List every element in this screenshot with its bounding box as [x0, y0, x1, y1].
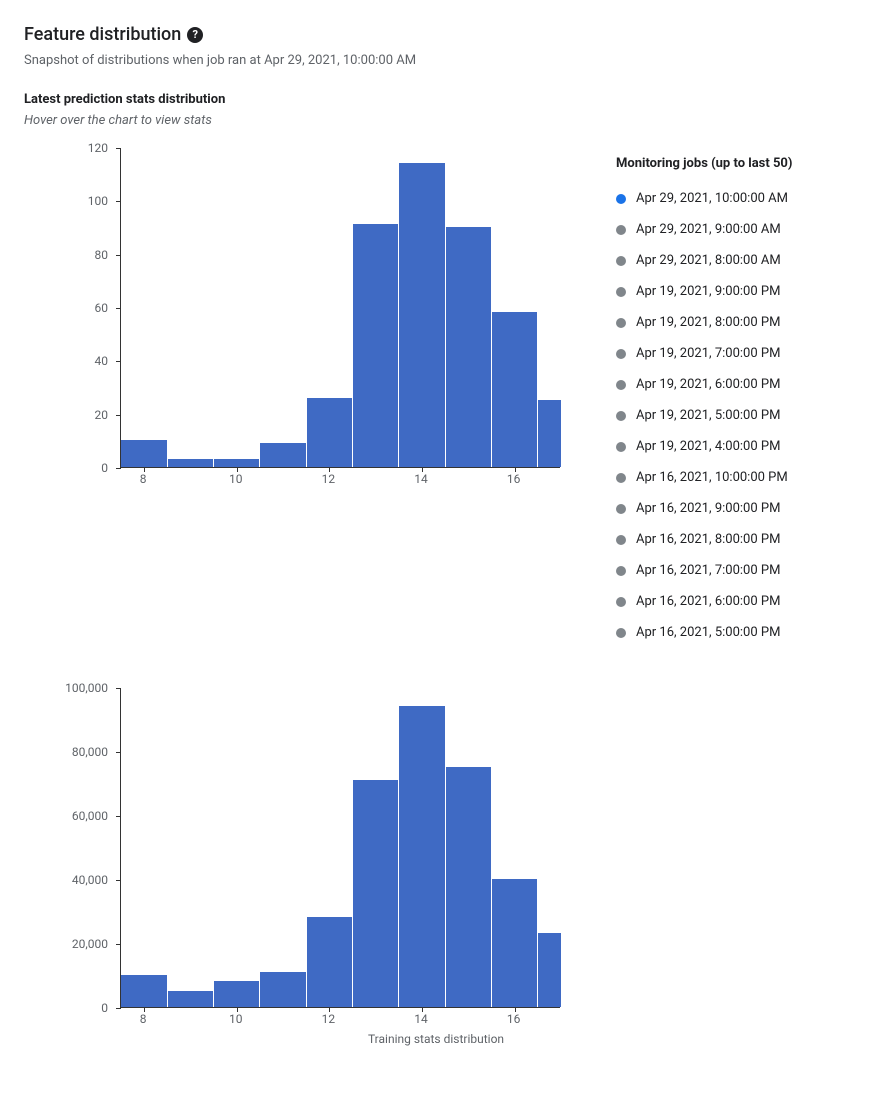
training-stats-chart[interactable]: 020,00040,00060,00080,000100,000 8101214… — [24, 688, 584, 1046]
help-icon[interactable]: ? — [187, 27, 203, 43]
job-timestamp: Apr 16, 2021, 8:00:00 PM — [636, 532, 780, 547]
monitoring-job-item[interactable]: Apr 16, 2021, 6:00:00 PM — [616, 586, 872, 617]
histogram-bar[interactable] — [446, 227, 491, 467]
snapshot-subtitle: Snapshot of distributions when job ran a… — [24, 53, 872, 68]
x-tick-label: 12 — [322, 1012, 336, 1026]
status-dot-icon — [616, 628, 626, 638]
job-timestamp: Apr 16, 2021, 7:00:00 PM — [636, 563, 780, 578]
histogram-bar[interactable] — [121, 975, 166, 1007]
monitoring-job-item[interactable]: Apr 16, 2021, 8:00:00 PM — [616, 524, 872, 555]
x-tick-label: 14 — [414, 472, 428, 486]
y-tick-label: 20,000 — [72, 937, 108, 951]
monitoring-job-item[interactable]: Apr 19, 2021, 7:00:00 PM — [616, 338, 872, 369]
status-dot-icon — [616, 318, 626, 328]
y-tick-label: 0 — [101, 461, 108, 475]
job-timestamp: Apr 29, 2021, 8:00:00 AM — [636, 253, 781, 268]
y-tick-label: 100 — [88, 194, 108, 208]
x-tick-label: 8 — [140, 472, 147, 486]
job-timestamp: Apr 29, 2021, 9:00:00 AM — [636, 222, 781, 237]
jobs-panel-title: Monitoring jobs (up to last 50) — [616, 156, 872, 171]
x-tick-label: 8 — [140, 1012, 147, 1026]
section-title: Latest prediction stats distribution — [24, 92, 872, 107]
chart-hint: Hover over the chart to view stats — [24, 113, 872, 128]
monitoring-jobs-panel: Monitoring jobs (up to last 50) Apr 29, … — [616, 148, 872, 1086]
y-tick-label: 60,000 — [72, 809, 108, 823]
job-timestamp: Apr 19, 2021, 7:00:00 PM — [636, 346, 780, 361]
status-dot-icon — [616, 225, 626, 235]
status-dot-icon — [616, 349, 626, 359]
histogram-bar[interactable] — [168, 991, 213, 1007]
charts-column: 020406080100120 810121416 020,00040,0006… — [24, 148, 584, 1086]
monitoring-job-item[interactable]: Apr 16, 2021, 5:00:00 PM — [616, 617, 872, 648]
status-dot-icon — [616, 473, 626, 483]
monitoring-job-item[interactable]: Apr 16, 2021, 7:00:00 PM — [616, 555, 872, 586]
job-timestamp: Apr 29, 2021, 10:00:00 AM — [636, 191, 788, 206]
prediction-stats-chart[interactable]: 020406080100120 810121416 — [24, 148, 584, 468]
histogram-bar[interactable] — [492, 312, 537, 467]
monitoring-job-item[interactable]: Apr 19, 2021, 4:00:00 PM — [616, 431, 872, 462]
status-dot-icon — [616, 504, 626, 514]
job-timestamp: Apr 16, 2021, 10:00:00 PM — [636, 470, 788, 485]
job-timestamp: Apr 19, 2021, 5:00:00 PM — [636, 408, 780, 423]
monitoring-job-item[interactable]: Apr 29, 2021, 9:00:00 AM — [616, 214, 872, 245]
job-timestamp: Apr 16, 2021, 9:00:00 PM — [636, 501, 780, 516]
x-tick-label: 16 — [507, 472, 521, 486]
histogram-bar[interactable] — [399, 163, 444, 467]
histogram-bar[interactable] — [353, 780, 398, 1007]
job-timestamp: Apr 19, 2021, 9:00:00 PM — [636, 284, 780, 299]
y-tick-label: 40,000 — [72, 873, 108, 887]
job-timestamp: Apr 16, 2021, 6:00:00 PM — [636, 594, 780, 609]
histogram-bar[interactable] — [538, 400, 561, 467]
y-tick-label: 80 — [95, 248, 109, 262]
x-tick-label: 14 — [414, 1012, 428, 1026]
histogram-bar[interactable] — [214, 981, 259, 1007]
y-tick-label: 80,000 — [72, 745, 108, 759]
status-dot-icon — [616, 411, 626, 421]
monitoring-job-item[interactable]: Apr 19, 2021, 5:00:00 PM — [616, 400, 872, 431]
x-tick-label: 10 — [229, 1012, 243, 1026]
histogram-bar[interactable] — [307, 917, 352, 1007]
monitoring-job-item[interactable]: Apr 29, 2021, 10:00:00 AM — [616, 183, 872, 214]
monitoring-job-item[interactable]: Apr 16, 2021, 10:00:00 PM — [616, 462, 872, 493]
job-timestamp: Apr 19, 2021, 8:00:00 PM — [636, 315, 780, 330]
histogram-bar[interactable] — [260, 972, 305, 1007]
histogram-bar[interactable] — [168, 459, 213, 467]
histogram-bar[interactable] — [492, 879, 537, 1007]
y-tick-label: 0 — [101, 1001, 108, 1015]
job-timestamp: Apr 19, 2021, 6:00:00 PM — [636, 377, 780, 392]
job-timestamp: Apr 19, 2021, 4:00:00 PM — [636, 439, 780, 454]
y-tick-label: 120 — [88, 141, 108, 155]
histogram-bar[interactable] — [446, 767, 491, 1007]
y-tick-label: 100,000 — [65, 681, 108, 695]
job-timestamp: Apr 16, 2021, 5:00:00 PM — [636, 625, 780, 640]
status-dot-icon — [616, 380, 626, 390]
monitoring-job-item[interactable]: Apr 16, 2021, 9:00:00 PM — [616, 493, 872, 524]
status-dot-icon — [616, 597, 626, 607]
x-tick-label: 16 — [507, 1012, 521, 1026]
status-dot-icon — [616, 535, 626, 545]
status-dot-icon — [616, 442, 626, 452]
page-title: Feature distribution — [24, 24, 181, 45]
x-tick-label: 12 — [322, 472, 336, 486]
histogram-bar[interactable] — [538, 933, 561, 1007]
status-dot-icon — [616, 194, 626, 204]
y-tick-label: 20 — [95, 408, 109, 422]
monitoring-job-item[interactable]: Apr 19, 2021, 8:00:00 PM — [616, 307, 872, 338]
histogram-bar[interactable] — [121, 440, 166, 467]
monitoring-job-item[interactable]: Apr 19, 2021, 9:00:00 PM — [616, 276, 872, 307]
status-dot-icon — [616, 566, 626, 576]
x-axis-title: Training stats distribution — [216, 1032, 656, 1046]
monitoring-job-item[interactable]: Apr 29, 2021, 8:00:00 AM — [616, 245, 872, 276]
status-dot-icon — [616, 287, 626, 297]
y-tick-label: 60 — [95, 301, 109, 315]
y-tick-label: 40 — [95, 354, 109, 368]
histogram-bar[interactable] — [307, 398, 352, 467]
histogram-bar[interactable] — [214, 459, 259, 467]
histogram-bar[interactable] — [260, 443, 305, 467]
status-dot-icon — [616, 256, 626, 266]
x-tick-label: 10 — [229, 472, 243, 486]
histogram-bar[interactable] — [399, 706, 444, 1007]
histogram-bar[interactable] — [353, 224, 398, 467]
monitoring-job-item[interactable]: Apr 19, 2021, 6:00:00 PM — [616, 369, 872, 400]
